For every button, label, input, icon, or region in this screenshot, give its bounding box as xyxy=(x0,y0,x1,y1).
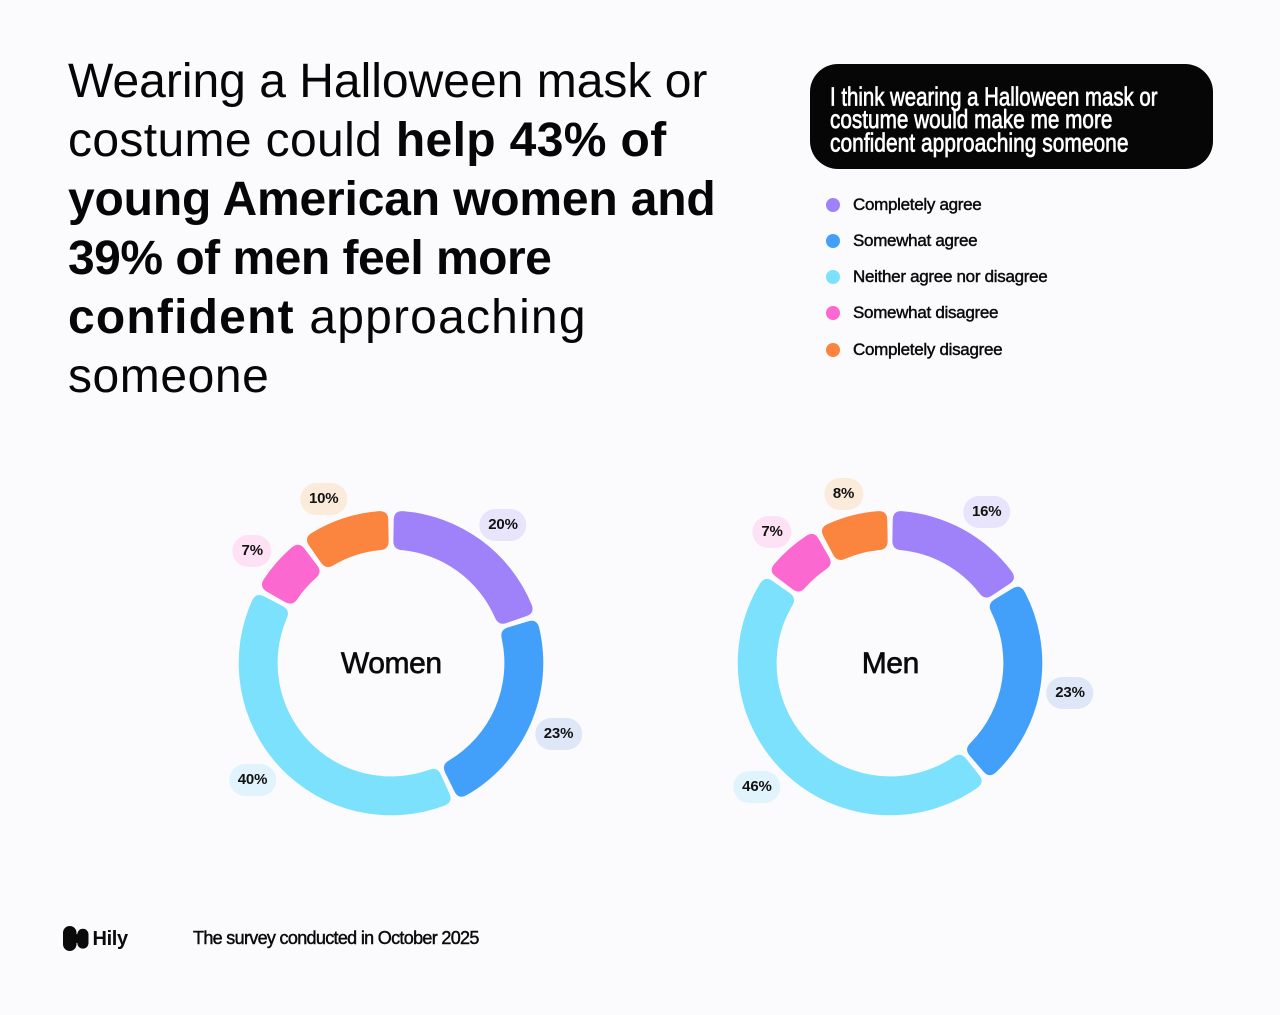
svg-text:costume would make me more: costume would make me more xyxy=(830,104,1112,134)
svg-text:confident approaching someone: confident approaching someone xyxy=(830,127,1129,157)
svg-text:I think wearing a Halloween ma: I think wearing a Halloween mask or xyxy=(830,81,1158,111)
